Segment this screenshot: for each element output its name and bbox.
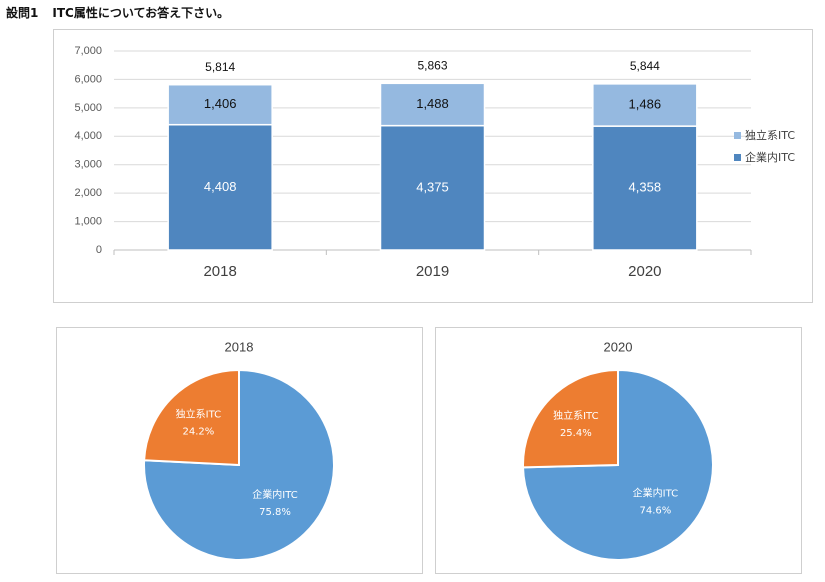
pie-slice-percent: 24.2%: [183, 426, 215, 437]
total-label: 5,814: [205, 60, 235, 74]
pie-slice-name: 企業内ITC: [252, 488, 297, 501]
pie-slice-name: 企業内ITC: [633, 486, 678, 499]
stacked-bar-chart-panel: 0 1,000 2,000 3,000 4,000 5,000 6,000 7,000 4,40…: [53, 29, 813, 303]
pie-chart-2018-panel: 2018 企業内ITC 75.8% 独立系ITC 24.2%: [56, 327, 423, 574]
pie-slice-independent-itc: [143, 368, 240, 467]
legend-swatch-independent-itc: [734, 132, 741, 139]
y-tick-label: 4,000: [74, 130, 102, 142]
pie-slice-percent: 25.4%: [560, 428, 592, 439]
total-label: 5,863: [417, 58, 447, 72]
pie-chart-2020: 2020 企業内ITC 74.6% 独立系ITC 25.4%: [522, 339, 714, 561]
bar-independent-itc: [592, 83, 698, 127]
x-category-label: 2020: [628, 263, 661, 280]
y-tick-label: 5,000: [74, 102, 102, 114]
pie-slice-percent: 74.6%: [640, 505, 672, 516]
pie-chart-2018: 2018 企業内ITC 75.8% 独立系ITC 24.2%: [143, 339, 335, 561]
y-tick-label: 2,000: [74, 187, 102, 199]
pie-slice-name: 独立系ITC: [553, 409, 598, 422]
y-tick-label: 7,000: [74, 45, 102, 57]
data-label: 1,406: [204, 96, 237, 111]
pie-slice-percent: 75.8%: [259, 507, 291, 518]
y-tick-label: 0: [96, 244, 102, 256]
data-label: 4,408: [204, 179, 237, 194]
y-tick-label: 6,000: [74, 73, 102, 85]
data-label: 4,375: [416, 179, 449, 194]
pie-chart-2020-panel: 2020 企業内ITC 74.6% 独立系ITC 25.4%: [435, 327, 802, 574]
y-tick-label: 3,000: [74, 159, 102, 171]
pie-title: 2018: [225, 339, 254, 354]
total-label: 5,844: [630, 59, 660, 73]
pie-slice-name: 独立系ITC: [176, 407, 221, 420]
legend-label: 独立系ITC: [745, 128, 795, 142]
data-label: 1,486: [629, 96, 662, 111]
question-heading: 設問1 ITC属性についてお答え下さい。: [6, 4, 229, 21]
bar-independent-itc: [379, 82, 486, 127]
x-category-label: 2019: [416, 263, 449, 280]
bar-independent-itc: [167, 83, 273, 126]
y-tick-label: 1,000: [74, 215, 102, 227]
stacked-bar-chart: 0 1,000 2,000 3,000 4,000 5,000 6,000 7,000 4,40…: [74, 45, 795, 280]
legend-label: 企業内ITC: [745, 150, 795, 164]
question-number: 設問1: [6, 6, 39, 20]
bar-internal-itc: [167, 123, 273, 251]
pie-title: 2020: [604, 339, 633, 354]
pie-slice-internal-itc: [143, 368, 335, 561]
data-label: 4,358: [629, 179, 662, 194]
pie-slice-internal-itc: [522, 368, 714, 561]
question-text: ITC属性についてお答え下さい。: [52, 6, 230, 20]
bar-internal-itc: [592, 125, 698, 251]
x-category-label: 2018: [203, 263, 236, 280]
data-label: 1,488: [416, 96, 449, 111]
pie-slice-independent-itc: [522, 368, 619, 469]
legend-swatch-internal-itc: [734, 154, 741, 161]
